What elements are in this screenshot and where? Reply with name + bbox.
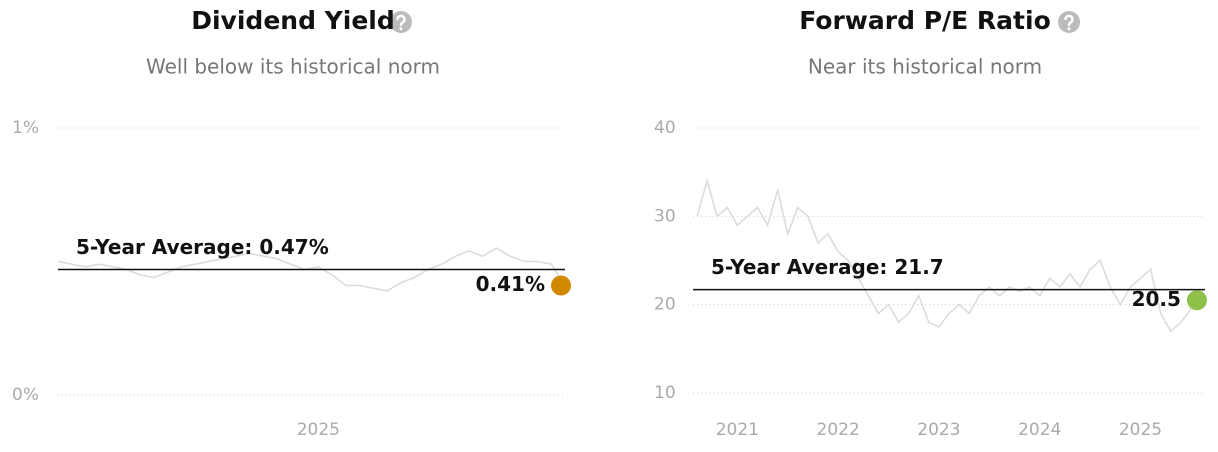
- y-tick-label: 1%: [12, 118, 39, 138]
- y-tick-label: 10: [654, 383, 676, 403]
- chart-subtitle: Well below its historical norm: [146, 55, 440, 79]
- y-tick-label: 20: [654, 295, 676, 315]
- chart-title: Forward P/E Ratio: [799, 6, 1051, 35]
- x-tick-label: 2021: [716, 420, 759, 440]
- help-icon[interactable]: [390, 11, 412, 33]
- chart-subtitle: Near its historical norm: [808, 55, 1042, 79]
- series-line: [57, 247, 566, 292]
- average-label: 5-Year Average: 21.7: [711, 255, 944, 279]
- x-tick-label: 2024: [1018, 420, 1061, 440]
- chart-title: Dividend Yield: [191, 6, 395, 35]
- x-tick-label: 2025: [297, 420, 340, 440]
- series-line: [696, 178, 1202, 333]
- current-dot: [551, 275, 571, 296]
- x-tick-label: 2022: [817, 420, 860, 440]
- help-icon[interactable]: [1058, 11, 1080, 33]
- y-tick-label: 30: [654, 206, 676, 226]
- current-dot: [1186, 290, 1207, 311]
- current-label: 0.41%: [476, 272, 545, 296]
- average-label: 5-Year Average: 0.47%: [76, 235, 329, 259]
- x-tick-label: 2023: [917, 420, 960, 440]
- x-tick-label: 2025: [1119, 420, 1162, 440]
- current-label: 20.5: [1132, 287, 1181, 311]
- y-tick-label: 0%: [12, 385, 39, 405]
- y-tick-label: 40: [654, 118, 676, 138]
